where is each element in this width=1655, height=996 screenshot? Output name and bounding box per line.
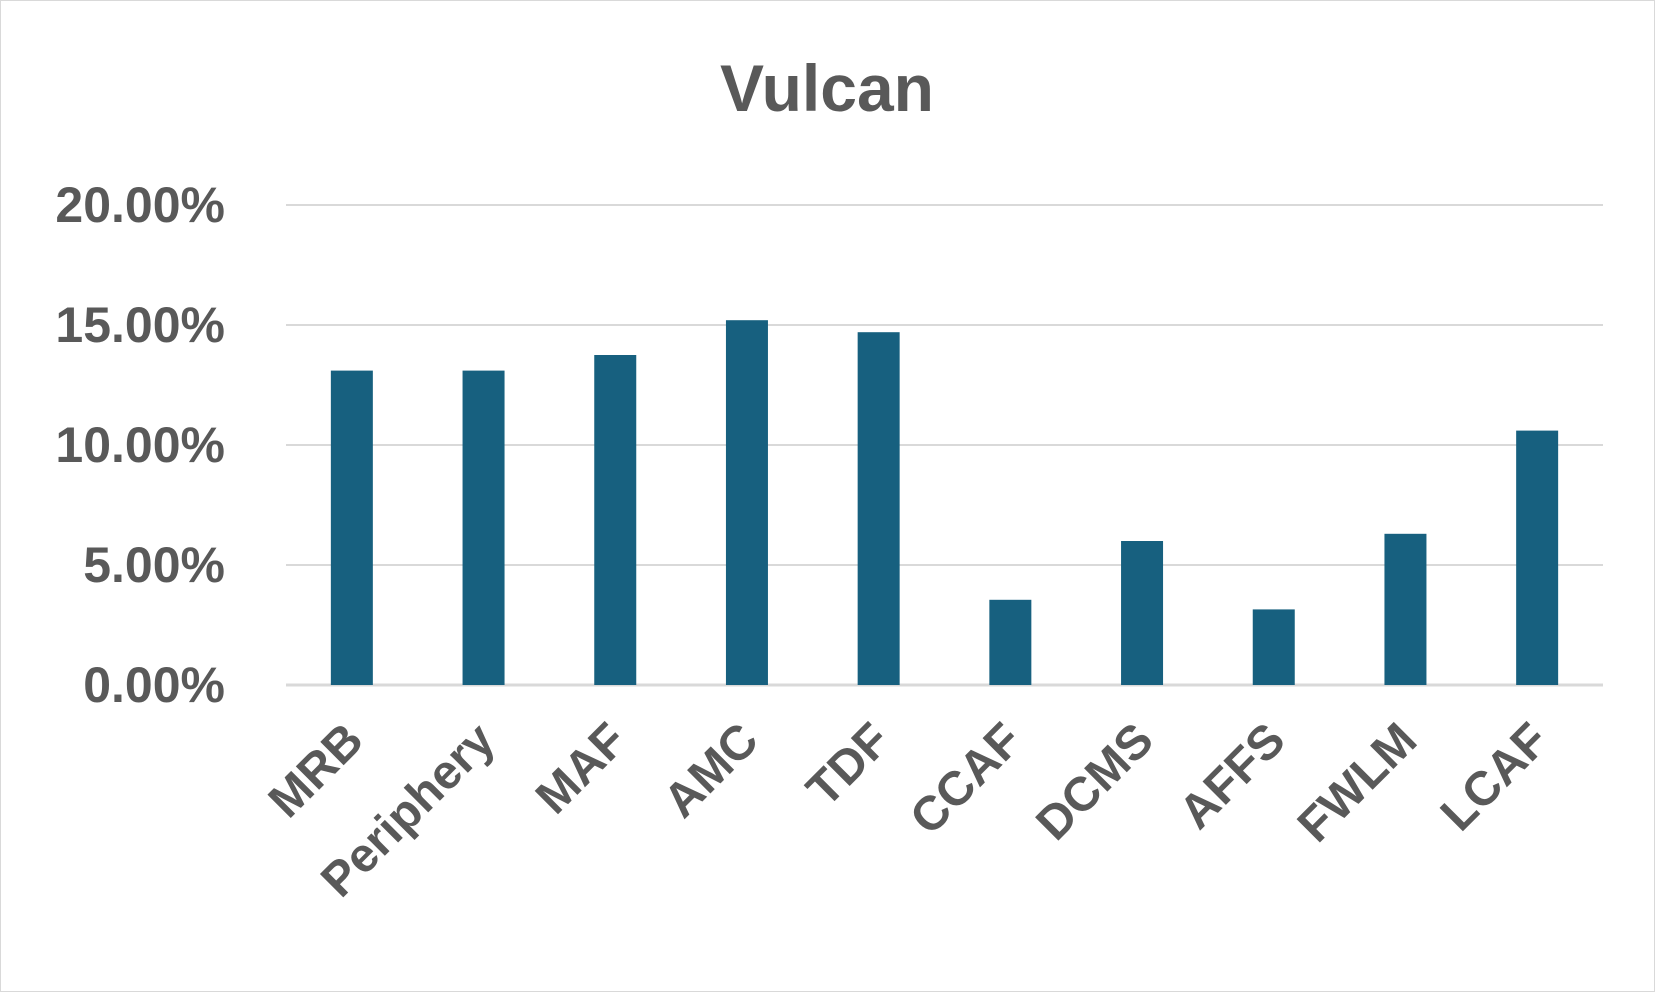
bar-ccaf xyxy=(989,599,1032,685)
bar-dcms xyxy=(1121,541,1164,685)
y-tick-label: 20.00% xyxy=(55,177,225,233)
y-tick-label: 10.00% xyxy=(55,417,225,473)
x-tick-label: LCAF xyxy=(1431,713,1559,841)
x-tick-label: TDF xyxy=(797,713,900,816)
chart-title: Vulcan xyxy=(720,51,934,125)
y-axis-ticks: 0.00% 5.00% 10.00% 15.00% 20.00% xyxy=(55,177,225,713)
x-tick-label: AMC xyxy=(654,713,769,828)
x-tick-label: DCMS xyxy=(1026,713,1163,850)
y-tick-label: 5.00% xyxy=(83,537,225,593)
bar-fwlm xyxy=(1384,533,1427,685)
y-tick-label: 0.00% xyxy=(83,657,225,713)
gridlines xyxy=(286,204,1603,687)
x-tick-label: MRB xyxy=(259,713,374,828)
bar-lcaf xyxy=(1516,430,1559,685)
bar-mrb xyxy=(330,370,373,685)
bars xyxy=(330,320,1559,685)
x-tick-label: FWLM xyxy=(1288,713,1427,852)
x-tick-label: MAF xyxy=(526,713,637,824)
bar-maf xyxy=(594,355,637,685)
bar-affs xyxy=(1252,609,1295,685)
x-tick-label: CCAF xyxy=(900,713,1032,845)
bar-tdf xyxy=(857,332,900,685)
y-tick-label: 15.00% xyxy=(55,297,225,353)
x-tick-label: AFFS xyxy=(1169,713,1295,839)
bar-amc xyxy=(725,320,768,685)
bar-periphery xyxy=(462,370,505,685)
